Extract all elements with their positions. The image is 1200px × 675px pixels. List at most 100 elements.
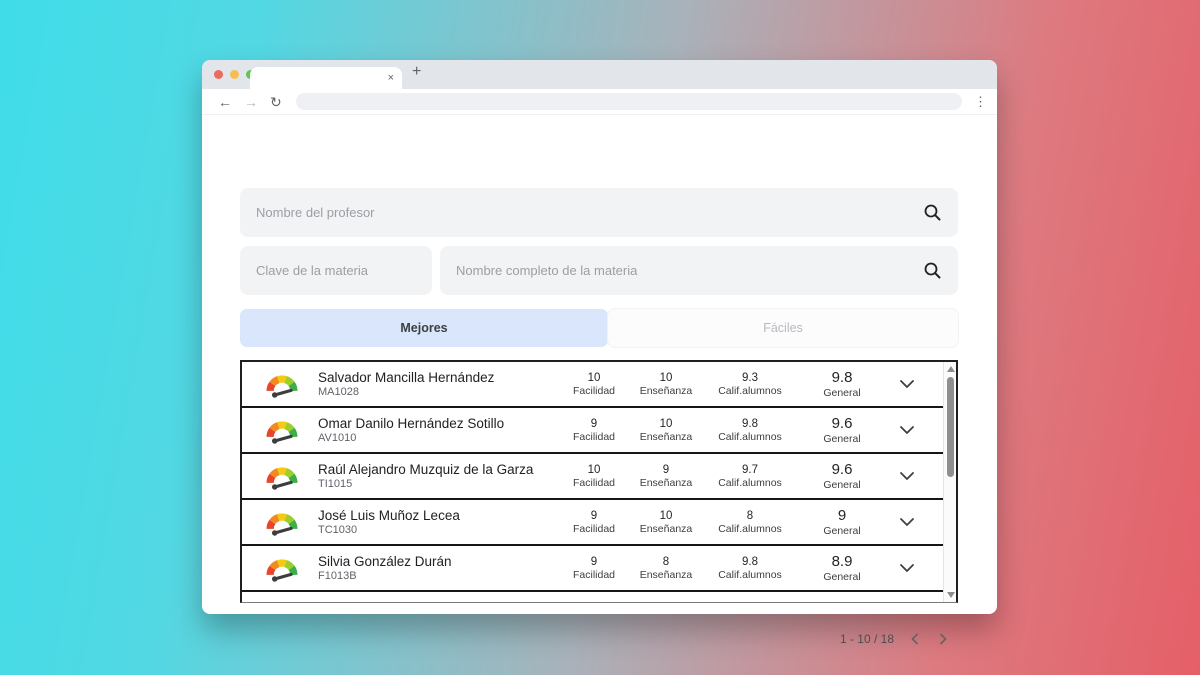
stat-label: Facilidad	[572, 430, 616, 443]
chevron-right-icon	[940, 633, 947, 645]
table-row[interactable]: José Luis Muñoz Lecea TC1030 9 Facilidad…	[242, 500, 956, 546]
browser-menu-icon[interactable]: ⋮	[974, 93, 987, 109]
stat-ensenanza: 10 Enseñanza	[630, 510, 702, 535]
browser-tab[interactable]: ×	[250, 67, 402, 89]
stat-facilidad: 9 Facilidad	[558, 556, 630, 581]
expand-row-button[interactable]	[886, 419, 928, 441]
expand-row-button[interactable]	[886, 511, 928, 533]
subject-code: TI1015	[318, 478, 353, 490]
expand-row-button[interactable]	[886, 373, 928, 395]
scroll-down-icon[interactable]	[947, 592, 955, 598]
subject-code: F1013B	[318, 570, 357, 582]
stat-facilidad: 10 Facilidad	[558, 464, 630, 489]
chevron-left-icon	[911, 633, 918, 645]
expand-row-button[interactable]	[886, 557, 928, 579]
subject-code-input[interactable]	[256, 263, 432, 278]
stat-label: Calif.alumnos	[718, 430, 782, 443]
professor-name: Raúl Alejandro Muzquiz de la Garza	[318, 462, 534, 477]
professor-name: Silvia González Durán	[318, 554, 452, 569]
stat-ensenanza: 8 Enseñanza	[630, 556, 702, 581]
minimize-window-icon[interactable]	[230, 70, 239, 79]
search-icon	[924, 204, 941, 221]
forward-icon[interactable]: →	[244, 93, 258, 110]
new-tab-icon[interactable]: +	[412, 63, 422, 80]
table-row	[242, 592, 956, 602]
table-row[interactable]: Silvia González Durán F1013B 9 Facilidad…	[242, 546, 956, 592]
next-page-button[interactable]	[936, 632, 950, 646]
stat-label: Facilidad	[572, 522, 616, 535]
stat-value: 10	[587, 371, 601, 384]
window-controls[interactable]	[214, 70, 255, 79]
stat-value: 9	[590, 417, 598, 430]
table-row[interactable]: Omar Danilo Hernández Sotillo AV1010 9 F…	[242, 408, 956, 454]
stat-value: 9	[662, 463, 670, 476]
professor-search-field[interactable]	[240, 188, 958, 237]
stat-label: Facilidad	[572, 568, 616, 581]
stat-value: 8	[746, 509, 754, 522]
stat-value: 10	[659, 371, 673, 384]
gauge-icon	[260, 507, 304, 538]
browser-tab-bar: × +	[202, 60, 997, 89]
professor-list: Salvador Mancilla Hernández MA1028 10 Fa…	[240, 360, 958, 603]
address-bar[interactable]	[295, 93, 962, 110]
gauge-icon	[260, 461, 304, 492]
expand-row-button[interactable]	[886, 465, 928, 487]
chevron-down-icon	[900, 472, 914, 480]
pagination: 1 - 10 / 18	[840, 632, 950, 646]
close-window-icon[interactable]	[214, 70, 223, 79]
subject-name-search-field[interactable]	[440, 246, 958, 295]
stat-value: 9.8	[742, 555, 758, 568]
reload-icon[interactable]: ↻	[270, 93, 282, 110]
tab-mejores[interactable]: Mejores	[240, 309, 608, 347]
stat-value: 10	[587, 463, 601, 476]
stat-label: General	[823, 571, 861, 583]
stat-value: 9.6	[831, 461, 853, 478]
stat-calif-alumnos: 9.7 Calif.alumnos	[702, 464, 798, 489]
professor-name: Salvador Mancilla Hernández	[318, 370, 495, 385]
stat-value: 8	[662, 555, 670, 568]
table-row[interactable]: Salvador Mancilla Hernández MA1028 10 Fa…	[242, 362, 956, 408]
browser-window: × + ← → ↻ ⋮ Mejores Fáciles	[202, 60, 997, 646]
stat-label: Facilidad	[572, 476, 616, 489]
stat-label: General	[823, 479, 861, 491]
stat-label: Calif.alumnos	[718, 476, 782, 489]
stat-label: General	[823, 525, 861, 537]
stat-calif-alumnos: 9.8 Calif.alumnos	[702, 556, 798, 581]
stat-value: 10	[659, 417, 673, 430]
scrollbar-thumb[interactable]	[947, 377, 954, 477]
stat-label: Enseñanza	[639, 430, 693, 443]
stat-value: 9	[590, 509, 598, 522]
professor-search-input[interactable]	[256, 205, 915, 220]
gauge-icon	[260, 415, 304, 446]
subject-code: TC1030	[318, 524, 358, 536]
stat-value: 9.6	[831, 415, 853, 432]
stat-value: 9	[837, 507, 847, 524]
subject-name-input[interactable]	[456, 263, 915, 278]
stat-facilidad: 9 Facilidad	[558, 418, 630, 443]
close-tab-icon[interactable]: ×	[387, 71, 394, 84]
back-icon[interactable]: ←	[218, 93, 232, 110]
stat-label: Calif.alumnos	[718, 384, 782, 397]
stat-value: 10	[659, 509, 673, 522]
subject-code-search-field[interactable]	[240, 246, 458, 295]
subject-code: MA1028	[318, 386, 359, 398]
list-scrollbar[interactable]	[943, 362, 956, 602]
stat-label: General	[823, 387, 861, 399]
professor-name: Omar Danilo Hernández Sotillo	[318, 416, 505, 431]
stat-value: 9.8	[742, 417, 758, 430]
stat-label: General	[823, 433, 861, 445]
browser-nav-bar: ← → ↻ ⋮	[202, 89, 997, 115]
professor-info: Salvador Mancilla Hernández MA1028	[318, 370, 558, 398]
tab-faciles[interactable]: Fáciles	[608, 309, 958, 347]
pagination-range: 1 - 10 / 18	[839, 632, 894, 646]
stat-value: 8.9	[831, 553, 853, 570]
professor-info: José Luis Muñoz Lecea TC1030	[318, 508, 558, 536]
table-row[interactable]: Raúl Alejandro Muzquiz de la Garza TI101…	[242, 454, 956, 500]
previous-page-button[interactable]	[908, 632, 922, 646]
stat-facilidad: 10 Facilidad	[558, 372, 630, 397]
scroll-up-icon[interactable]	[947, 366, 955, 372]
chevron-down-icon	[900, 564, 914, 572]
stat-calif-alumnos: 9.8 Calif.alumnos	[702, 418, 798, 443]
stat-value: 9.3	[742, 371, 758, 384]
